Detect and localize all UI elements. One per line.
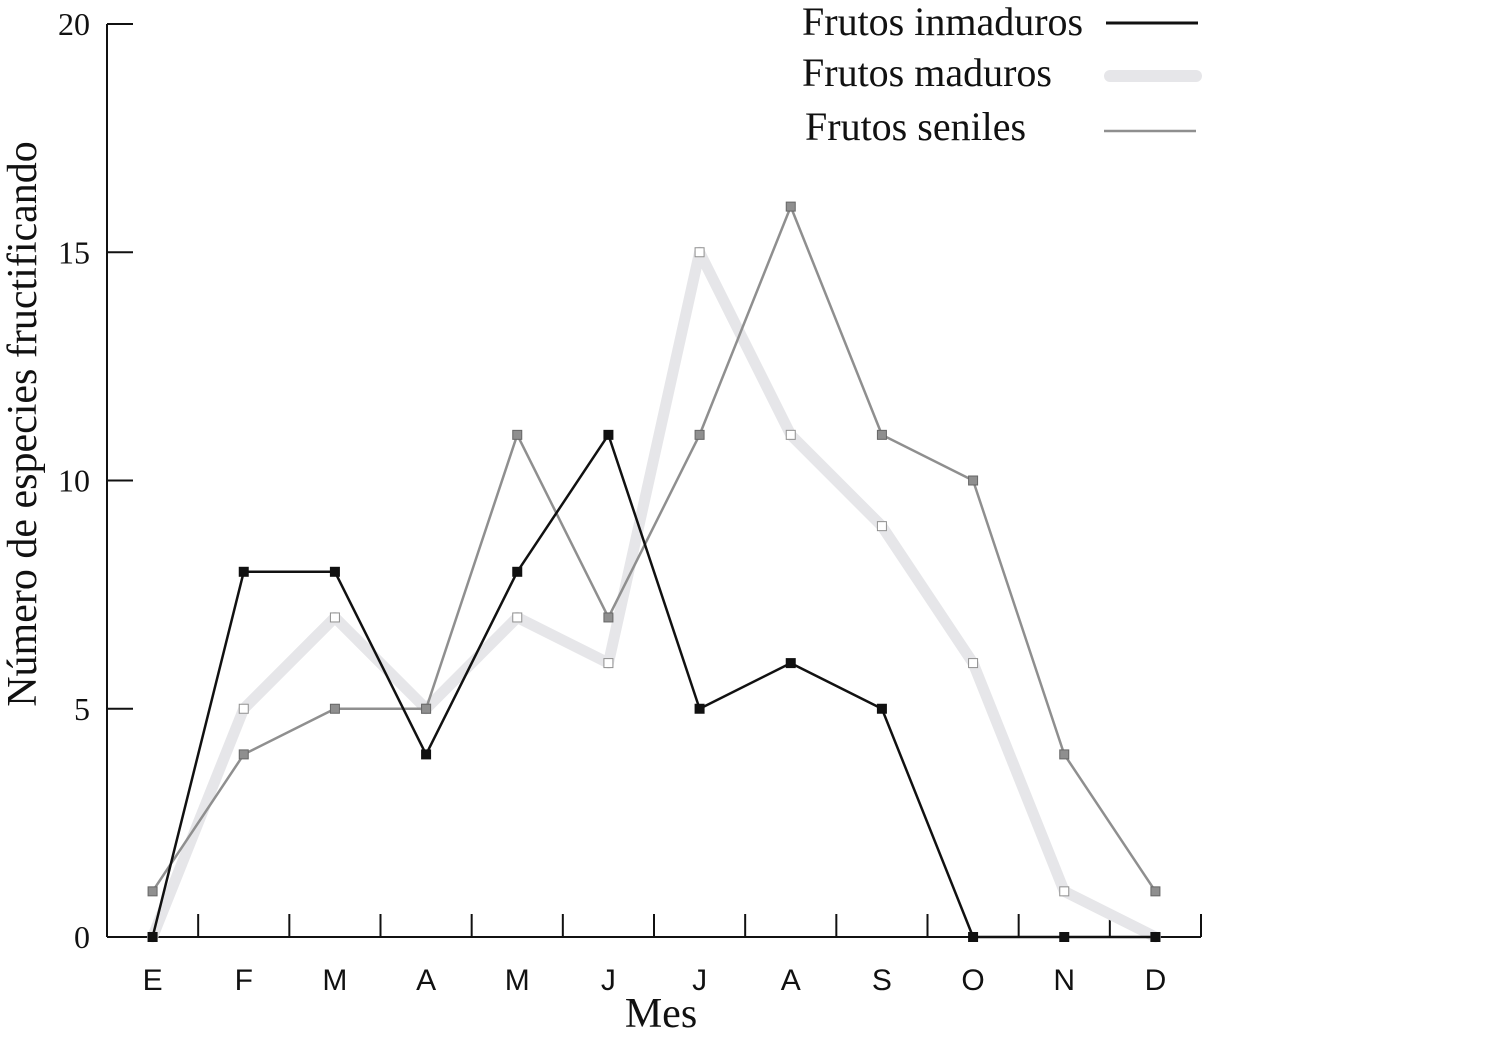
series-line bbox=[151, 205, 1157, 893]
legend-label-maduros: Frutos maduros bbox=[802, 50, 1052, 95]
data-point bbox=[238, 749, 249, 760]
data-point bbox=[603, 658, 614, 669]
data-point bbox=[329, 703, 340, 714]
data-point bbox=[512, 612, 523, 623]
data-point bbox=[968, 932, 979, 942]
data-point bbox=[603, 429, 614, 440]
data-point bbox=[238, 566, 249, 577]
data-point bbox=[876, 703, 887, 714]
legend-label-inmaduros: Frutos inmaduros bbox=[802, 0, 1083, 44]
data-point bbox=[512, 566, 523, 577]
data-point bbox=[329, 612, 340, 623]
data-point bbox=[147, 886, 158, 897]
x-tick-label: O bbox=[961, 964, 984, 997]
data-point bbox=[1059, 932, 1070, 942]
x-tick-label: M bbox=[322, 964, 347, 997]
series-1 bbox=[147, 246, 1161, 943]
data-point bbox=[968, 475, 979, 486]
data-point bbox=[1150, 886, 1161, 897]
series-0 bbox=[151, 433, 1157, 939]
data-point bbox=[785, 429, 796, 440]
y-tick-label: 10 bbox=[58, 463, 90, 499]
data-point bbox=[329, 566, 340, 577]
x-tick-label: N bbox=[1053, 964, 1075, 997]
x-tick-label: E bbox=[143, 964, 163, 997]
x-tick-label: M bbox=[505, 964, 530, 997]
data-point bbox=[147, 932, 158, 942]
legend: Frutos inmaduros Frutos maduros Frutos s… bbox=[802, 0, 1202, 149]
y-axis-title: Número de especies fructificando bbox=[0, 141, 46, 707]
data-point bbox=[968, 658, 979, 669]
series-line bbox=[147, 246, 1161, 943]
data-point bbox=[876, 429, 887, 440]
data-point bbox=[1150, 932, 1161, 942]
x-tick-label: J bbox=[692, 964, 707, 997]
y-tick-label: 15 bbox=[58, 234, 90, 270]
x-tick-label: A bbox=[781, 964, 801, 997]
data-point bbox=[421, 703, 432, 714]
data-point bbox=[694, 429, 705, 440]
series-markers-1 bbox=[147, 247, 1161, 942]
data-point bbox=[785, 658, 796, 669]
data-point bbox=[603, 612, 614, 623]
series-line bbox=[151, 433, 1157, 939]
data-point bbox=[876, 521, 887, 532]
y-tick-label: 5 bbox=[74, 691, 90, 727]
data-point bbox=[1059, 886, 1070, 897]
data-point bbox=[1059, 749, 1070, 760]
y-ticks: 0 5 10 15 20 bbox=[58, 6, 133, 955]
legend-label-seniles: Frutos seniles bbox=[805, 104, 1026, 149]
data-point bbox=[694, 247, 705, 258]
x-tick-label: S bbox=[872, 964, 892, 997]
data-point bbox=[238, 703, 249, 714]
series-2 bbox=[151, 205, 1157, 893]
series-markers-2 bbox=[147, 201, 1161, 897]
y-tick-label: 20 bbox=[58, 6, 90, 42]
data-point bbox=[694, 703, 705, 714]
x-tick-label: D bbox=[1145, 964, 1167, 997]
series-layer bbox=[147, 201, 1161, 943]
series-markers-0 bbox=[147, 429, 1161, 942]
data-point bbox=[512, 429, 523, 440]
data-point bbox=[421, 749, 432, 760]
data-point bbox=[785, 201, 796, 212]
x-tick-label: A bbox=[416, 964, 436, 997]
x-tick-label: J bbox=[601, 964, 616, 997]
x-tick-label: F bbox=[235, 964, 253, 997]
y-tick-label: 0 bbox=[74, 919, 90, 955]
x-axis-title: Mes bbox=[625, 991, 697, 1037]
